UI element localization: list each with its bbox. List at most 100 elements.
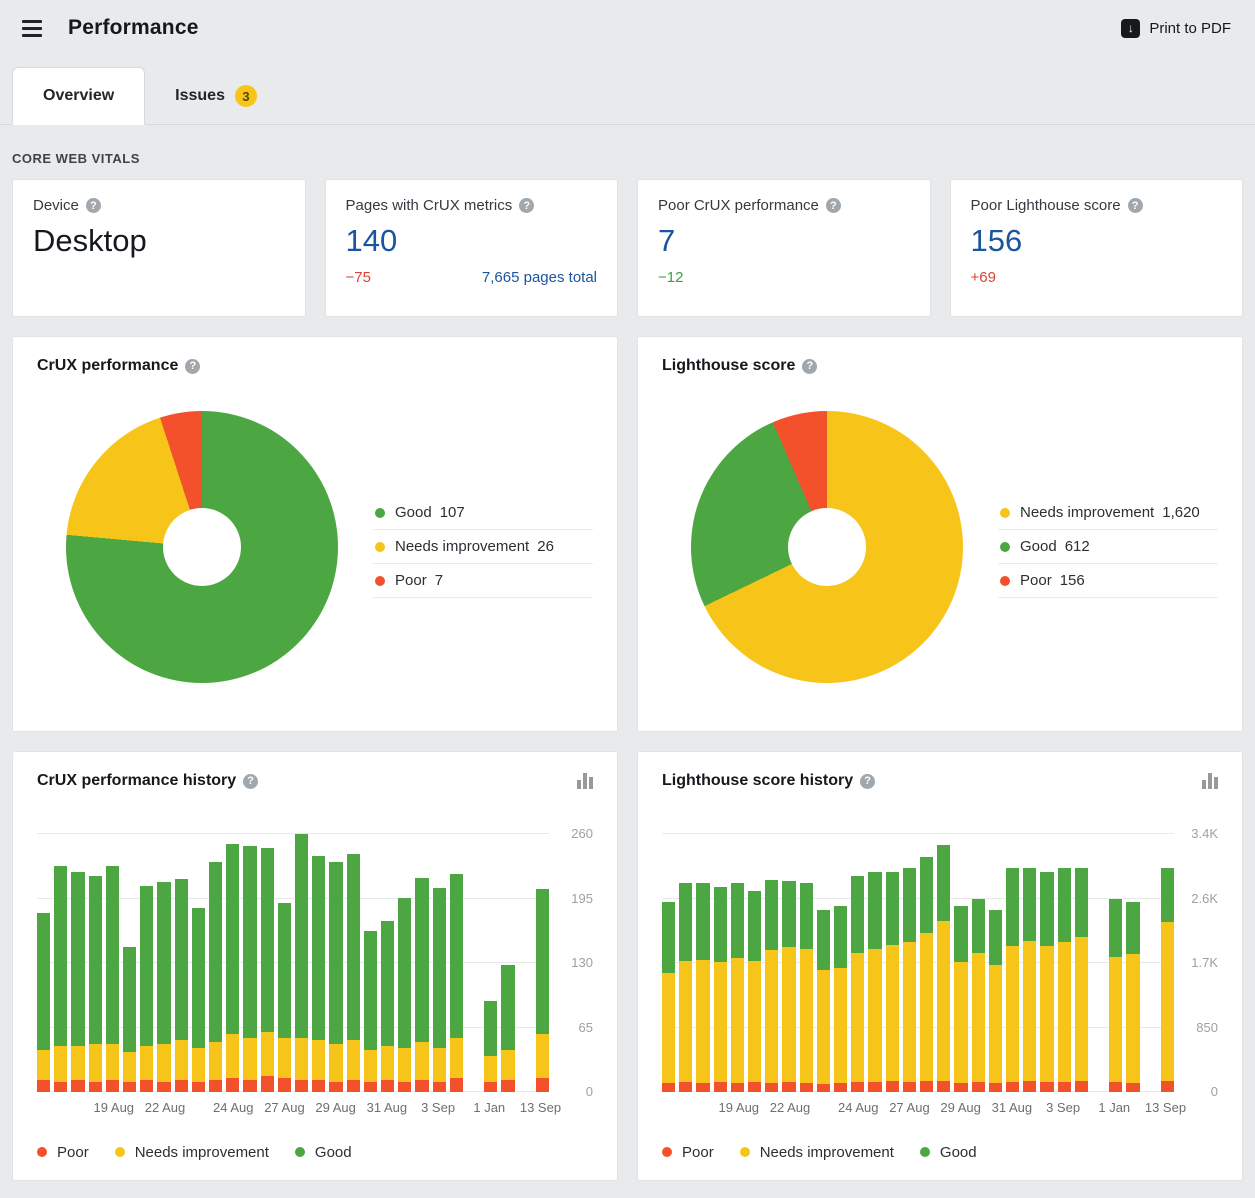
- x-axis-label: 29 Aug: [940, 1100, 981, 1115]
- bar[interactable]: [71, 834, 85, 1092]
- bar[interactable]: [449, 834, 464, 1092]
- tab-issues[interactable]: Issues 3: [145, 67, 287, 125]
- bar[interactable]: [868, 834, 882, 1092]
- legend-item-good[interactable]: Good: [294, 1144, 352, 1161]
- bar-segment-poor: [1109, 1082, 1123, 1092]
- bar[interactable]: [954, 834, 968, 1092]
- bar[interactable]: [662, 834, 676, 1092]
- legend-value: 612: [1064, 538, 1090, 555]
- pages-total-link[interactable]: 7,665 pages total: [481, 269, 597, 286]
- bar[interactable]: [765, 834, 779, 1092]
- legend-item-good[interactable]: Good 612: [998, 530, 1218, 564]
- legend-item-good[interactable]: Good: [919, 1144, 977, 1161]
- bars: [662, 834, 1175, 1092]
- bar[interactable]: [54, 834, 68, 1092]
- bar[interactable]: [679, 834, 693, 1092]
- legend-item-needs-improvement[interactable]: Needs improvement 26: [373, 530, 593, 564]
- bar[interactable]: [157, 834, 171, 1092]
- help-icon[interactable]: ?: [185, 358, 201, 374]
- bar[interactable]: [902, 834, 917, 1092]
- bar-segment-ni: [679, 960, 693, 1083]
- tab-overview[interactable]: Overview: [12, 67, 146, 125]
- legend-label: Good: [395, 504, 432, 521]
- bar[interactable]: [209, 834, 223, 1092]
- bar[interactable]: [346, 834, 360, 1092]
- legend-item-good[interactable]: Good 107: [373, 496, 593, 530]
- bar[interactable]: [432, 834, 446, 1092]
- bar[interactable]: [885, 834, 899, 1092]
- bar-segment-poor: [902, 1082, 917, 1092]
- bar[interactable]: [713, 834, 727, 1092]
- bar[interactable]: [484, 834, 498, 1092]
- bar[interactable]: [748, 834, 762, 1092]
- legend-item-poor[interactable]: Poor: [37, 1144, 89, 1161]
- bar-segment-poor: [277, 1078, 292, 1092]
- help-icon[interactable]: ?: [85, 198, 101, 213]
- legend-item-poor[interactable]: Poor 156: [998, 564, 1218, 598]
- bar[interactable]: [277, 834, 292, 1092]
- bar-segment-ni: [868, 949, 882, 1083]
- bar[interactable]: [1074, 834, 1089, 1092]
- bar[interactable]: [834, 834, 848, 1092]
- bar[interactable]: [174, 834, 188, 1092]
- bar[interactable]: [1160, 834, 1175, 1092]
- bar-segment-ni: [329, 1044, 343, 1083]
- bar[interactable]: [971, 834, 985, 1092]
- bar[interactable]: [88, 834, 102, 1092]
- bar[interactable]: [295, 834, 309, 1092]
- bar[interactable]: [140, 834, 154, 1092]
- legend-item-needs-improvement[interactable]: Needs improvement: [739, 1144, 894, 1161]
- bar[interactable]: [123, 834, 137, 1092]
- help-icon[interactable]: ?: [1127, 198, 1143, 213]
- help-icon[interactable]: ?: [802, 358, 818, 374]
- bar[interactable]: [415, 834, 429, 1092]
- lighthouse-score-donut-chart[interactable]: [691, 411, 963, 683]
- bar[interactable]: [191, 834, 206, 1092]
- bar[interactable]: [363, 834, 378, 1092]
- bar[interactable]: [1023, 834, 1037, 1092]
- menu-icon[interactable]: [18, 16, 46, 41]
- bar[interactable]: [1057, 834, 1071, 1092]
- bar[interactable]: [329, 834, 343, 1092]
- bar[interactable]: [535, 834, 550, 1092]
- bar-chart-icon[interactable]: [1202, 773, 1218, 789]
- bar[interactable]: [312, 834, 326, 1092]
- help-icon[interactable]: ?: [860, 773, 876, 789]
- bar[interactable]: [782, 834, 796, 1092]
- bar-chart-icon[interactable]: [577, 773, 593, 789]
- legend-item-needs-improvement[interactable]: Needs improvement: [114, 1144, 269, 1161]
- bar[interactable]: [851, 834, 865, 1092]
- bar[interactable]: [730, 834, 745, 1092]
- help-icon[interactable]: ?: [825, 198, 841, 213]
- legend-value: 156: [1059, 572, 1085, 589]
- bar[interactable]: [260, 834, 274, 1092]
- crux-performance-donut-chart[interactable]: [66, 411, 338, 683]
- legend-item-needs-improvement[interactable]: Needs improvement 1,620: [998, 496, 1218, 530]
- bar[interactable]: [37, 834, 51, 1092]
- bar[interactable]: [920, 834, 934, 1092]
- bar[interactable]: [226, 834, 240, 1092]
- bar-segment-good: [1040, 871, 1054, 946]
- print-to-pdf-button[interactable]: ↓ Print to PDF: [1115, 18, 1237, 39]
- bar-segment-ni: [1006, 945, 1020, 1083]
- bar[interactable]: [243, 834, 257, 1092]
- bar[interactable]: [988, 834, 1003, 1092]
- bar[interactable]: [381, 834, 395, 1092]
- bar[interactable]: [816, 834, 831, 1092]
- legend-item-poor[interactable]: Poor: [662, 1144, 714, 1161]
- bar[interactable]: [1126, 834, 1140, 1092]
- bar[interactable]: [696, 834, 710, 1092]
- bar-segment-good: [226, 843, 240, 1035]
- bar[interactable]: [105, 834, 120, 1092]
- bar[interactable]: [1040, 834, 1054, 1092]
- bar[interactable]: [937, 834, 951, 1092]
- bar[interactable]: [398, 834, 412, 1092]
- bar[interactable]: [501, 834, 515, 1092]
- help-icon[interactable]: ?: [519, 198, 535, 213]
- bar-segment-ni: [157, 1044, 171, 1083]
- bar[interactable]: [799, 834, 813, 1092]
- help-icon[interactable]: ?: [243, 773, 259, 789]
- bar[interactable]: [1109, 834, 1123, 1092]
- bar[interactable]: [1006, 834, 1020, 1092]
- legend-item-poor[interactable]: Poor 7: [373, 564, 593, 598]
